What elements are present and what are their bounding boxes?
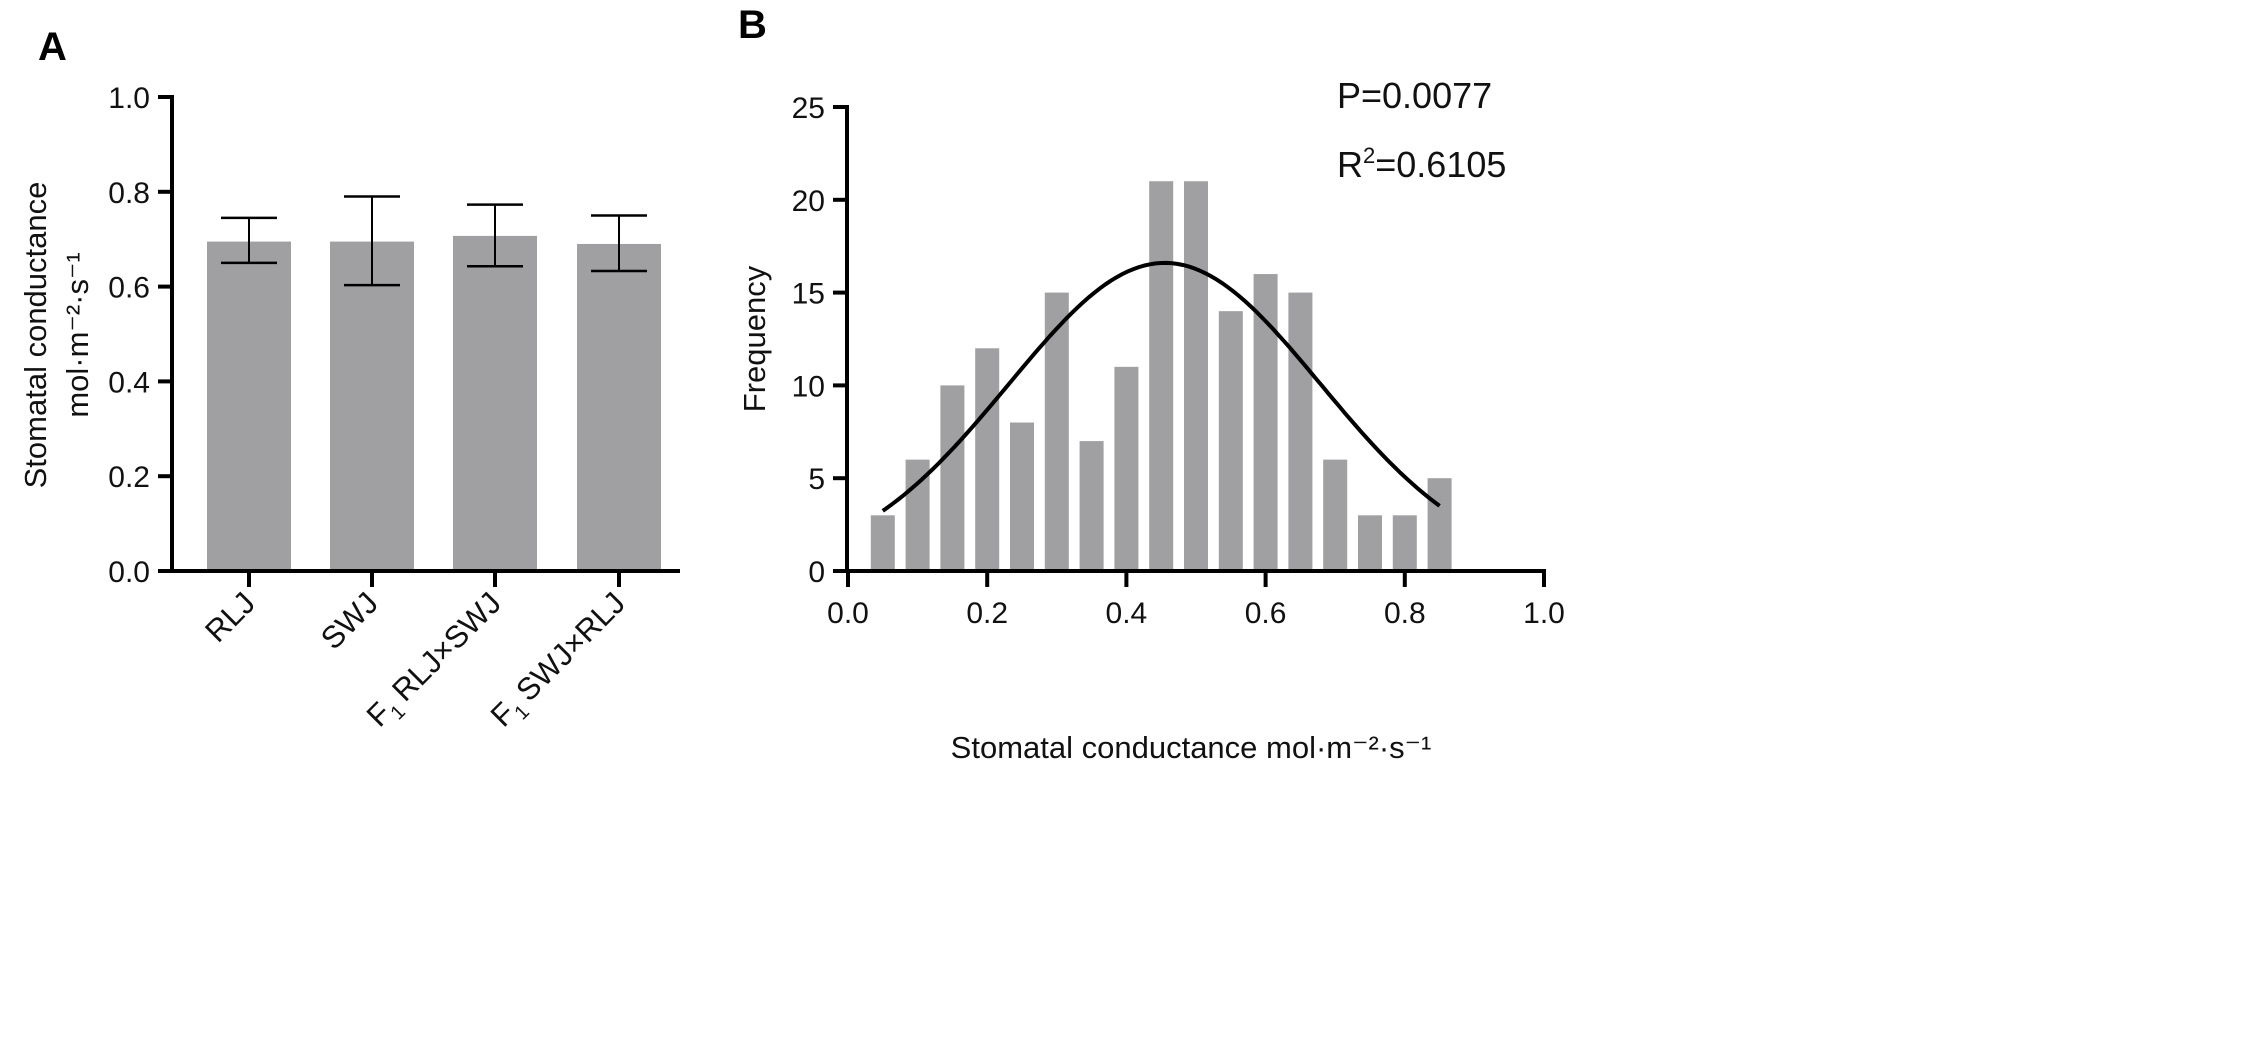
r2-value: =0.6105	[1375, 144, 1506, 185]
normal-fit-curve	[881, 260, 1441, 513]
panel-label-a: A	[38, 25, 67, 69]
histogram-bar-4	[1010, 422, 1034, 571]
a-y-tick-label-2: 0.4	[108, 366, 150, 399]
x-tick-label-1: SWJ	[314, 585, 385, 656]
chart-a: Stomatal conductance mol·m⁻²·s⁻¹ RLJ SWJ F…	[18, 82, 680, 738]
r2-annotation: R2=0.6105	[1337, 143, 1506, 185]
category-label: RLJ×SWJ	[385, 585, 508, 708]
category-label: SWJ	[314, 585, 385, 656]
bar-2	[453, 235, 537, 571]
r2-sup: 2	[1363, 143, 1375, 168]
b-x-tick-label-3: 0.6	[1245, 597, 1287, 630]
b-y-tick-label-0: 0	[808, 556, 825, 589]
histogram-bar-3	[975, 348, 1000, 571]
b-x-tick-label-4: 0.8	[1384, 597, 1426, 630]
b-y-tick-label-1: 5	[808, 463, 825, 496]
category-label: RLJ	[198, 585, 262, 649]
b-y-tick-label-2: 10	[792, 370, 825, 403]
panel-label-b: B	[738, 3, 767, 47]
bar-3	[577, 243, 661, 571]
histogram-bar-5	[1044, 292, 1069, 571]
b-y-tick-label-5: 25	[792, 92, 825, 125]
a-ylabel-line1: Stomatal conductance	[18, 182, 53, 489]
x-tick-label-0: RLJ	[198, 585, 262, 649]
histogram-bar-2	[940, 385, 965, 571]
chart-b: Frequency Stomatal conductance mol·m⁻²·s…	[737, 75, 1565, 765]
a-y-tick-label-0: 0.0	[108, 556, 150, 589]
histogram-bar-10	[1218, 311, 1243, 571]
a-ylabel-line2: mol·m⁻²·s⁻¹	[60, 252, 95, 417]
histogram-bar-9	[1184, 181, 1208, 572]
histogram-bar-15	[1392, 515, 1417, 571]
a-y-tick-label-3: 0.6	[108, 272, 150, 305]
b-y-tick-label-4: 20	[792, 185, 825, 218]
histogram-bar-12	[1288, 292, 1313, 571]
histogram-bar-14	[1358, 515, 1382, 571]
b-x-tick-label-2: 0.4	[1106, 597, 1148, 630]
histogram-bar-13	[1323, 459, 1348, 571]
b-x-tick-label-5: 1.0	[1523, 597, 1565, 630]
b-x-tick-label-0: 0.0	[827, 597, 869, 630]
b-ylabel: Frequency	[737, 265, 772, 412]
r2-prefix: R	[1337, 144, 1363, 185]
bar-0	[207, 241, 291, 571]
histogram-bar-6	[1079, 441, 1104, 571]
b-xlabel: Stomatal conductance mol·m⁻²·s⁻¹	[951, 730, 1432, 765]
x-tick-label-3: F1SWJ×RLJ	[484, 585, 637, 738]
histogram-bar-0	[870, 515, 895, 571]
p-value-annotation: P=0.0077	[1337, 75, 1492, 116]
b-y-tick-label-3: 15	[792, 278, 825, 311]
histogram-bar-7	[1114, 366, 1139, 571]
histogram-bar-8	[1149, 181, 1174, 572]
category-label: SWJ×RLJ	[509, 585, 632, 708]
a-y-tick-label-5: 1.0	[108, 82, 150, 115]
histogram-bar-16	[1427, 478, 1452, 571]
bar-1	[330, 241, 414, 571]
b-x-tick-label-1: 0.2	[966, 597, 1008, 630]
a-y-tick-label-4: 0.8	[108, 177, 150, 210]
a-y-tick-label-1: 0.2	[108, 461, 150, 494]
